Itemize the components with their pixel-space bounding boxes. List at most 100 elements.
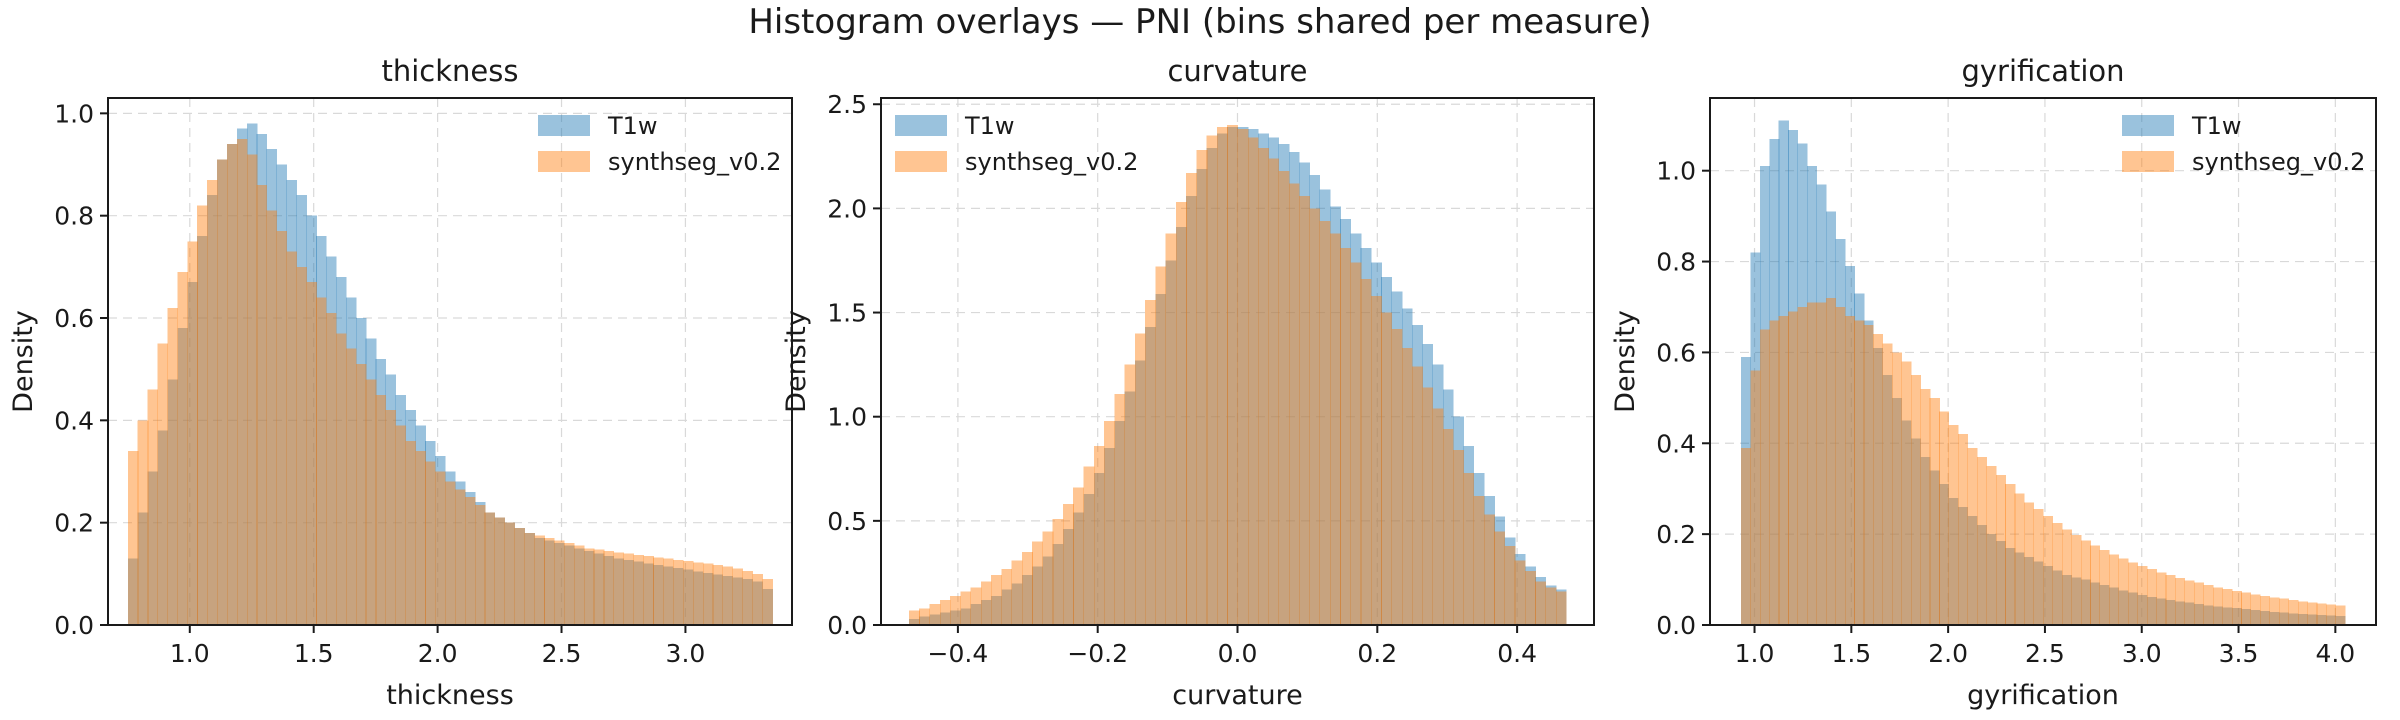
histogram-bar bbox=[1863, 320, 1874, 625]
histogram-bar bbox=[1206, 147, 1218, 625]
histogram-bar bbox=[365, 379, 377, 625]
histogram-bar bbox=[425, 440, 436, 625]
histogram-bar bbox=[256, 184, 268, 625]
histogram-bar bbox=[1350, 233, 1362, 625]
histogram-bar bbox=[1422, 387, 1434, 625]
y-tick-label: 0.4 bbox=[54, 406, 94, 435]
histogram-bar bbox=[2090, 545, 2101, 625]
histogram-bar bbox=[316, 297, 327, 625]
histogram-bar bbox=[316, 236, 327, 625]
histogram-bar bbox=[2014, 493, 2025, 625]
histogram-bar bbox=[1073, 487, 1085, 625]
histogram-bar bbox=[534, 535, 545, 625]
series-T1w bbox=[908, 127, 1567, 626]
histogram-bar bbox=[2194, 582, 2205, 625]
histogram-bar bbox=[623, 560, 634, 625]
histogram-bar bbox=[435, 456, 446, 625]
histogram-bar bbox=[1769, 138, 1780, 625]
histogram-bar bbox=[939, 612, 951, 625]
x-tick-label: −0.4 bbox=[928, 639, 989, 668]
histogram-bar bbox=[454, 489, 466, 625]
histogram-bar bbox=[207, 195, 218, 625]
grid bbox=[881, 98, 1594, 626]
histogram-bar bbox=[613, 552, 625, 625]
histogram-bar bbox=[2127, 592, 2138, 625]
histogram-bar bbox=[762, 589, 773, 625]
histogram-bar bbox=[1299, 195, 1310, 625]
histogram-bar bbox=[365, 338, 377, 625]
histogram-bar bbox=[1929, 397, 1940, 625]
histogram-bar bbox=[1124, 364, 1136, 625]
histogram-bar bbox=[1329, 206, 1341, 625]
axes-frame bbox=[107, 97, 793, 626]
histogram-bar bbox=[2335, 615, 2346, 625]
histogram-bar bbox=[2146, 569, 2157, 625]
histogram-bar bbox=[1995, 540, 2006, 625]
histogram-bar bbox=[1370, 295, 1382, 625]
histogram-bar bbox=[1882, 343, 1893, 625]
histogram-bar bbox=[1309, 208, 1321, 625]
histogram-bar bbox=[2043, 515, 2054, 625]
histogram-bar bbox=[385, 410, 397, 625]
histogram-bar bbox=[1247, 129, 1259, 625]
histogram-bar bbox=[991, 575, 1002, 625]
histogram-bar bbox=[2231, 608, 2242, 625]
y-tick-label: 2.5 bbox=[827, 90, 867, 119]
histogram-bar bbox=[1052, 518, 1064, 625]
histogram-bar bbox=[1165, 233, 1177, 625]
histogram-bar bbox=[127, 558, 139, 625]
x-tick-label: −0.2 bbox=[1067, 639, 1128, 668]
histogram-bar bbox=[2033, 561, 2044, 625]
histogram-bar bbox=[1835, 306, 1846, 625]
series-T1w bbox=[127, 123, 773, 626]
histogram-bar bbox=[1432, 364, 1444, 625]
histogram-bar bbox=[908, 618, 920, 625]
histogram-bar bbox=[1247, 137, 1259, 625]
histogram-bar bbox=[2165, 575, 2176, 625]
histogram-bar bbox=[1237, 127, 1249, 626]
histogram-bar bbox=[197, 236, 208, 625]
histogram-bar bbox=[494, 517, 506, 625]
histogram-bar bbox=[583, 550, 595, 625]
histogram-bar bbox=[2080, 579, 2091, 625]
histogram-bar bbox=[1740, 356, 1752, 625]
histogram-bar bbox=[1093, 472, 1105, 625]
histogram-bar bbox=[167, 307, 178, 625]
histogram-bar bbox=[2052, 570, 2063, 625]
histogram-bar bbox=[722, 566, 734, 625]
histogram-bar bbox=[375, 394, 387, 625]
histogram-bar bbox=[336, 277, 347, 625]
histogram-bar bbox=[653, 557, 664, 625]
histogram-bar bbox=[2118, 590, 2129, 625]
histogram-bar bbox=[722, 575, 734, 625]
histogram-bar bbox=[1986, 534, 1997, 625]
histogram-bar bbox=[524, 532, 535, 625]
histogram-bar bbox=[405, 410, 416, 625]
histogram-bar bbox=[653, 565, 664, 625]
histogram-bar bbox=[1032, 541, 1044, 625]
histogram-bar bbox=[454, 481, 466, 625]
histogram-bar bbox=[1514, 554, 1526, 625]
histogram-bar bbox=[2043, 565, 2054, 625]
histogram-bar bbox=[1093, 445, 1105, 625]
legend-swatch bbox=[895, 115, 947, 136]
histogram-bar bbox=[929, 614, 941, 625]
histogram-bar bbox=[2109, 587, 2120, 625]
histogram-bar bbox=[1196, 150, 1208, 625]
y-axis-label: Density bbox=[1610, 310, 1641, 413]
histogram-bar bbox=[1778, 316, 1789, 625]
x-tick-label: 0.2 bbox=[1357, 639, 1397, 668]
histogram-bar bbox=[1740, 447, 1752, 625]
histogram-bar bbox=[1011, 560, 1023, 625]
histogram-bar bbox=[1155, 266, 1167, 625]
histogram-bar bbox=[1797, 143, 1808, 625]
histogram-bar bbox=[1807, 166, 1818, 625]
histogram-bar bbox=[1844, 316, 1855, 625]
histogram-bar bbox=[742, 570, 753, 625]
histogram-bar bbox=[702, 563, 714, 625]
histogram-bar bbox=[1309, 175, 1321, 625]
histogram-bar bbox=[1535, 577, 1547, 625]
histogram-bar bbox=[2335, 605, 2346, 625]
histogram-bar bbox=[1920, 388, 1931, 625]
